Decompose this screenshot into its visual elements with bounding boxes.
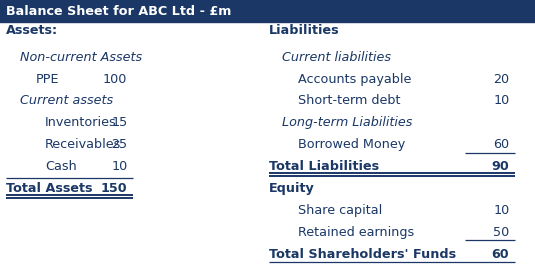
Text: Assets:: Assets: — [6, 24, 58, 37]
Text: Cash: Cash — [45, 160, 77, 173]
Text: 90: 90 — [492, 160, 509, 173]
Text: 10: 10 — [493, 204, 509, 217]
Text: Current liabilities: Current liabilities — [282, 51, 391, 64]
Text: Current assets: Current assets — [20, 95, 113, 107]
Text: 50: 50 — [493, 226, 509, 239]
Text: Borrowed Money: Borrowed Money — [298, 138, 405, 151]
Text: 15: 15 — [111, 116, 127, 129]
Text: Receivables: Receivables — [45, 138, 121, 151]
Text: Inventories: Inventories — [45, 116, 117, 129]
Text: 60: 60 — [493, 138, 509, 151]
Text: 20: 20 — [493, 73, 509, 86]
Text: 60: 60 — [492, 248, 509, 261]
Text: Accounts payable: Accounts payable — [298, 73, 411, 86]
Text: Long-term Liabilities: Long-term Liabilities — [282, 116, 412, 129]
Text: Non-current Assets: Non-current Assets — [20, 51, 142, 64]
Text: Liabilities: Liabilities — [269, 24, 339, 37]
Text: 100: 100 — [103, 73, 127, 86]
Text: PPE: PPE — [36, 73, 59, 86]
Text: 25: 25 — [111, 138, 127, 151]
Text: Total Liabilities: Total Liabilities — [269, 160, 379, 173]
Text: Total Assets: Total Assets — [6, 182, 93, 195]
Text: Equity: Equity — [269, 182, 315, 195]
Text: Balance Sheet for ABC Ltd - £m: Balance Sheet for ABC Ltd - £m — [6, 5, 232, 18]
Text: Share capital: Share capital — [298, 204, 382, 217]
Text: Total Shareholders' Funds: Total Shareholders' Funds — [269, 248, 456, 261]
Text: 10: 10 — [111, 160, 127, 173]
Text: 10: 10 — [493, 95, 509, 107]
FancyBboxPatch shape — [0, 0, 535, 22]
Text: 150: 150 — [101, 182, 127, 195]
Text: Retained earnings: Retained earnings — [298, 226, 414, 239]
Text: Short-term debt: Short-term debt — [298, 95, 401, 107]
